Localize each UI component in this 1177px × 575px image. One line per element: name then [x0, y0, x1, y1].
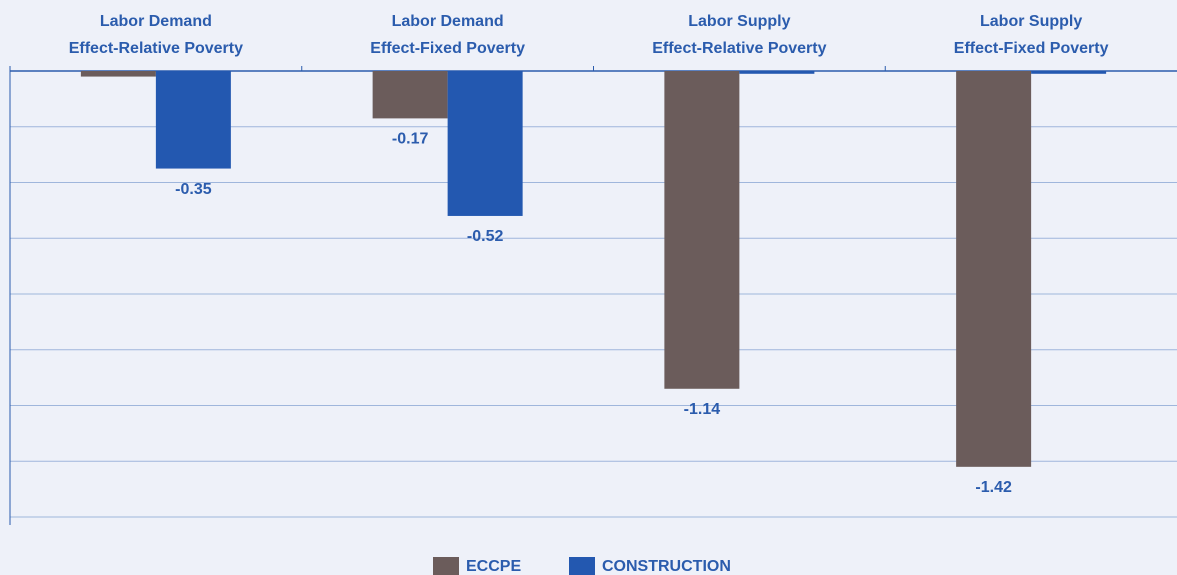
- data-label: -0.17: [392, 131, 429, 148]
- category-label: Effect-Relative Poverty: [69, 40, 243, 57]
- bar: [372, 71, 448, 119]
- legend-swatch: [569, 557, 595, 575]
- bar: [447, 71, 523, 216]
- category-label: Labor Demand: [100, 13, 212, 30]
- category-label: Labor Supply: [980, 13, 1082, 30]
- bar: [956, 71, 1032, 467]
- category-label: Effect-Fixed Poverty: [370, 40, 525, 57]
- category-label: Labor Demand: [392, 13, 504, 30]
- category-label: Labor Supply: [688, 13, 790, 30]
- legend-label: CONSTRUCTION: [602, 558, 731, 575]
- legend-swatch: [433, 557, 459, 575]
- category-label: Effect-Relative Poverty: [652, 40, 826, 57]
- data-label: -1.42: [975, 479, 1012, 496]
- data-label: -1.14: [684, 401, 721, 418]
- bar: [739, 71, 815, 74]
- legend-label: ECCPE: [466, 558, 521, 575]
- bar: [155, 71, 231, 169]
- data-label: -0.35: [175, 181, 212, 198]
- bar: [80, 71, 156, 77]
- bar: [664, 71, 740, 389]
- data-label: -0.52: [467, 228, 504, 245]
- bar: [1031, 71, 1107, 74]
- category-label: Effect-Fixed Poverty: [954, 40, 1109, 57]
